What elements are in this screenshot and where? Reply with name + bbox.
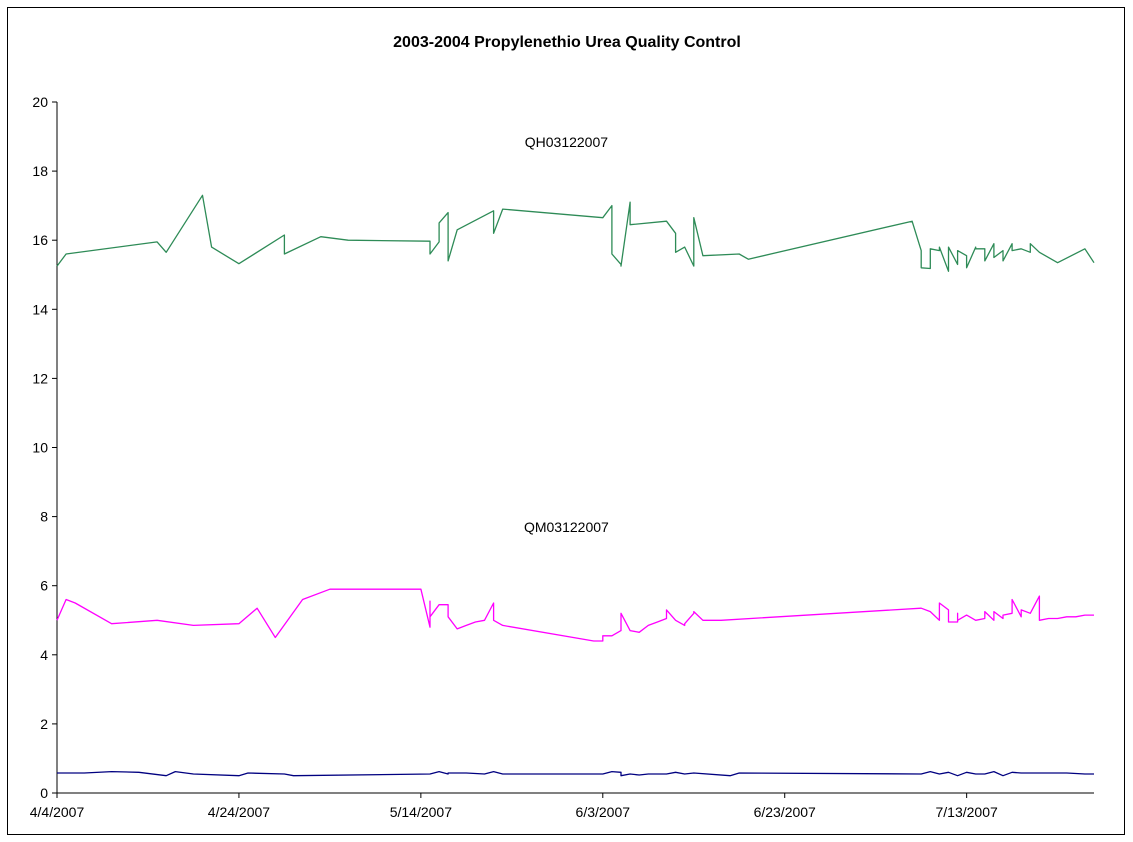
x-tick-label: 6/3/2007 [576, 804, 631, 820]
y-tick-label: 16 [32, 232, 48, 248]
series-layer [56, 194, 1095, 777]
series-line-3 [57, 770, 1094, 777]
y-tick-label: 20 [32, 94, 48, 110]
chart-frame [7, 7, 1125, 835]
x-tick-label: 7/13/2007 [936, 804, 998, 820]
series-annotation: QM03122007 [524, 519, 609, 535]
chart-title: 2003-2004 Propylenethio Urea Quality Con… [393, 34, 741, 51]
x-tick-label: 4/24/2007 [208, 804, 270, 820]
y-tick-label: 14 [32, 301, 48, 317]
axes: 0 2 4 6 8 10 12 14 16 18 20 4/4/2007 4/24/2007 5/14/2… [30, 94, 1094, 820]
y-tick-label: 6 [40, 578, 48, 594]
y-tick-label: 4 [40, 647, 48, 663]
y-tick-label: 8 [40, 509, 48, 525]
y-tick-label: 12 [32, 370, 48, 386]
series-line-1 [56, 194, 1095, 272]
y-tick-label: 10 [32, 440, 48, 456]
x-tick-label: 6/23/2007 [754, 804, 816, 820]
y-tick-label: 18 [32, 163, 48, 179]
y-tick-label: 0 [40, 785, 48, 801]
x-tick-label: 4/4/2007 [30, 804, 85, 820]
x-tick-label: 5/14/2007 [390, 804, 452, 820]
y-tick-label: 2 [40, 716, 48, 732]
series-line-2 [56, 588, 1094, 642]
series-annotation: QH03122007 [525, 134, 609, 150]
annotation-layer: QH03122007 QM03122007 [524, 134, 609, 535]
